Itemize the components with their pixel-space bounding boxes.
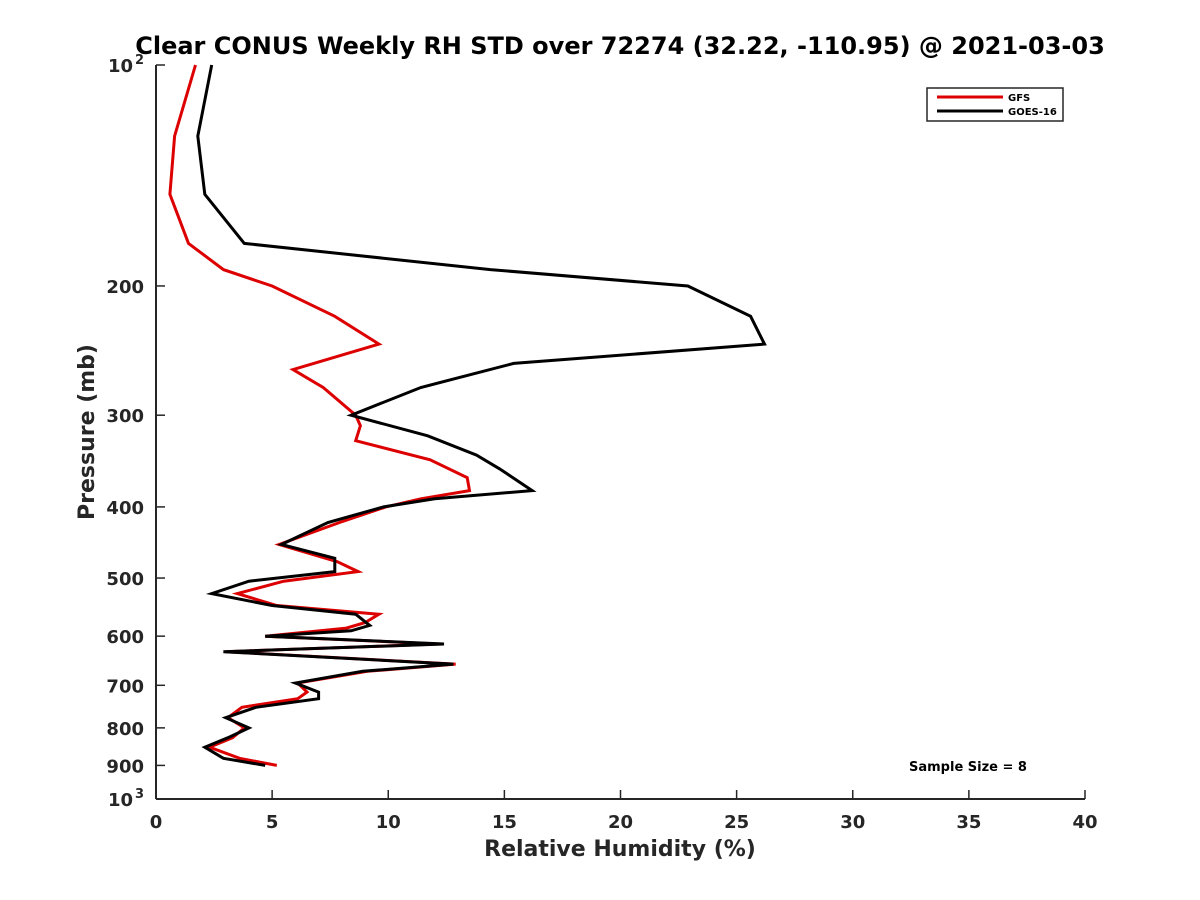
plot-area: 0 5 10 15 20 25 30 35 40 10 220030040050060070080… — [106, 53, 1097, 833]
x-tick-label-6: 30 — [840, 812, 865, 833]
x-tick-label-2: 10 — [376, 812, 401, 833]
x-tick-label-7: 35 — [956, 812, 981, 833]
y-tick-label-8: 900 — [106, 756, 144, 777]
legend-box — [926, 87, 1064, 122]
chart-title: Clear CONUS Weekly RH STD over 72274 (32… — [135, 32, 1105, 60]
series-line-gfs — [168, 64, 472, 767]
legend: GFS GOES-16 — [926, 87, 1064, 122]
y-tick-label-2: 300 — [106, 406, 144, 427]
legend-label-gfs: GFS — [1008, 93, 1030, 104]
sample-size-annotation: Sample Size = 8 — [909, 760, 1027, 775]
y-axis-label: Pressure (mb) — [75, 344, 100, 520]
y-tick-label-6: 700 — [106, 676, 144, 697]
series-line-goes16 — [196, 64, 767, 767]
x-tick-label-3: 15 — [492, 812, 517, 833]
x-tick-label-4: 20 — [608, 812, 633, 833]
y-tick-exponent-9: 3 — [135, 787, 144, 802]
y-tick-label-4: 500 — [106, 569, 144, 590]
x-tick-label-8: 40 — [1072, 812, 1097, 833]
series-lines — [168, 64, 767, 767]
legend-label-goes16: GOES-16 — [1008, 107, 1057, 118]
x-tick-label-5: 25 — [724, 812, 749, 833]
x-axis-ticks: 0 5 10 15 20 25 30 35 40 — [150, 790, 1098, 833]
y-tick-label-5: 600 — [106, 627, 144, 648]
y-tick-label-1: 200 — [106, 277, 144, 298]
x-tick-label-0: 0 — [150, 812, 163, 833]
y-tick-exponent-0: 2 — [135, 53, 144, 68]
x-axis-label: Relative Humidity (%) — [484, 837, 756, 862]
y-tick-label-3: 400 — [106, 498, 144, 519]
y-tick-label-7: 800 — [106, 719, 144, 740]
y-tick-label-0: 10 — [108, 56, 133, 77]
x-tick-label-1: 5 — [266, 812, 279, 833]
y-tick-label-9: 10 — [108, 790, 133, 811]
